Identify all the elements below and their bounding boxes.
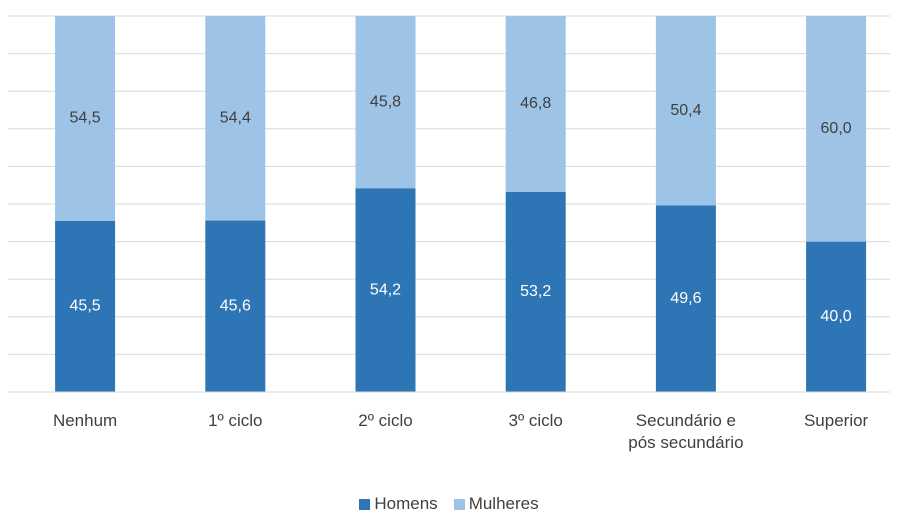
legend-label: Mulheres — [468, 494, 539, 513]
data-label: 54,4 — [220, 109, 251, 126]
bar-segment — [355, 16, 416, 189]
legend-label: Homens — [374, 494, 438, 513]
data-label: 49,6 — [670, 290, 701, 307]
legend-item: Mulheres — [453, 494, 539, 514]
data-label: 45,8 — [370, 93, 401, 110]
bar-segment — [655, 16, 716, 206]
data-label: 53,2 — [520, 283, 551, 300]
legend: Homens Mulheres — [0, 494, 898, 514]
data-label: 45,5 — [70, 298, 101, 315]
legend-item: Homens — [359, 494, 438, 514]
x-tick-label: 3º ciclo — [508, 411, 563, 430]
bar-segment — [355, 188, 416, 392]
bar-segment — [205, 16, 266, 221]
legend-swatch — [359, 498, 371, 510]
bar-segment — [55, 16, 116, 221]
bar-segment — [806, 241, 867, 392]
x-tick-label: Nenhum — [52, 411, 118, 430]
data-label: 54,5 — [70, 110, 101, 127]
data-label: 40,0 — [821, 308, 852, 325]
bar-segment — [505, 191, 566, 392]
data-label: 60,0 — [821, 120, 852, 137]
data-label: 46,8 — [520, 95, 551, 112]
data-label: 50,4 — [670, 102, 701, 119]
x-tick-label: Superior — [803, 411, 869, 430]
bar-segment — [205, 220, 266, 392]
bar-segment — [505, 16, 566, 192]
bar-segment — [806, 16, 867, 242]
x-tick-label: 2º ciclo — [358, 411, 413, 430]
data-label: 54,2 — [370, 281, 401, 298]
bar-segment — [55, 220, 116, 392]
bar-segment — [655, 205, 716, 392]
x-tick-label: Secundário e pós secundário — [628, 411, 744, 452]
x-tick-label: 1º ciclo — [208, 411, 263, 430]
data-label: 45,6 — [220, 297, 251, 314]
legend-swatch — [453, 498, 465, 510]
